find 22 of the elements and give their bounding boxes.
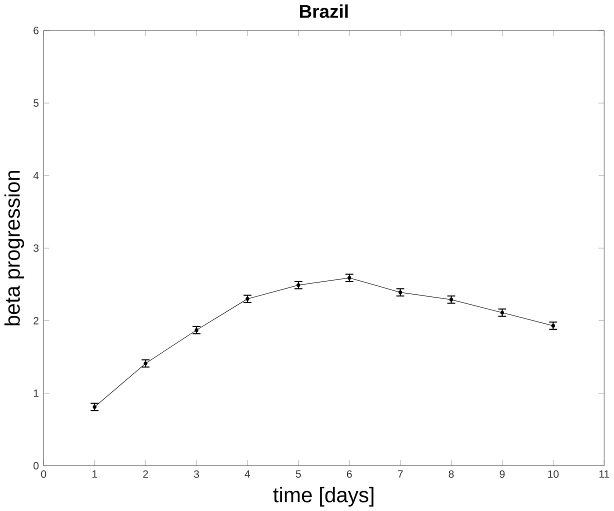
- y-tick-label: 4: [33, 172, 39, 180]
- x-tick-label: 1: [92, 470, 98, 478]
- y-tick-label: 3: [34, 244, 39, 252]
- y-tick-label: 0: [34, 462, 39, 470]
- x-tick-label: 4: [244, 470, 250, 478]
- x-tick-label: 11: [599, 470, 610, 478]
- x-tick-label: 2: [143, 470, 148, 478]
- x-tick-label: 8: [448, 470, 454, 478]
- x-tick-label: 9: [500, 470, 505, 478]
- x-tick-label: 10: [548, 470, 559, 478]
- chart-title: Brazil: [300, 4, 348, 18]
- y-tick-label: 2: [34, 316, 38, 324]
- y-tick-label: 5: [34, 99, 39, 107]
- x-tick-label: 7: [398, 470, 403, 478]
- x-axis-title: time [days]: [273, 486, 374, 507]
- y-tick-label: 1: [34, 390, 38, 397]
- y-tick-label: 6: [34, 26, 39, 34]
- x-tick-label: 3: [194, 470, 199, 478]
- y-axis-title: beta progression: [4, 170, 24, 326]
- x-tick-label: 5: [296, 470, 301, 478]
- x-tick-label: 6: [346, 470, 352, 478]
- x-tick-label: 0: [41, 470, 46, 478]
